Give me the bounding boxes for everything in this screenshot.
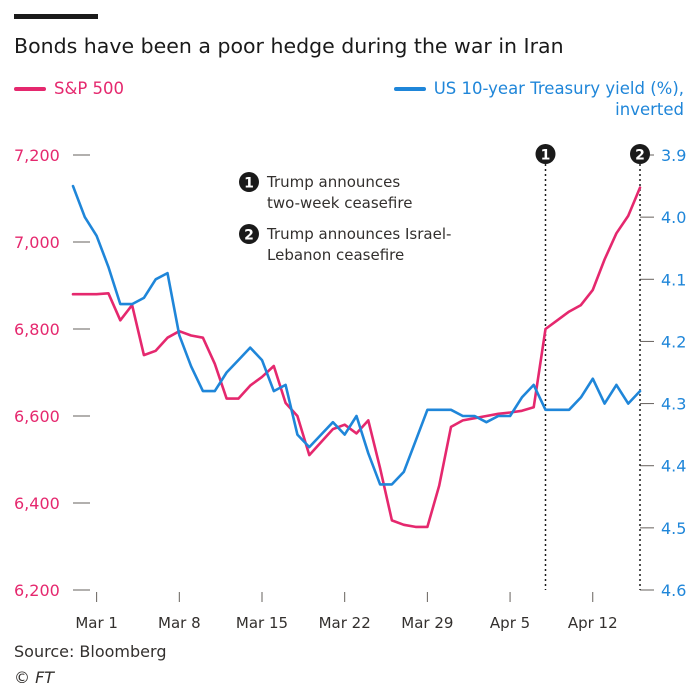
left-axis-tick-label: 6,200: [14, 581, 60, 600]
annotation-text-line1: Trump announces Israel-: [266, 225, 451, 243]
left-axis-tick-label: 7,200: [14, 146, 60, 165]
x-axis-tick-label: Mar 15: [236, 614, 288, 632]
right-axis-tick-label: 4.6: [661, 581, 686, 600]
event-marker-circle: [535, 144, 556, 164]
right-axis-tick-label: 4.4: [661, 457, 686, 476]
x-axis-tick-label: Mar 29: [401, 614, 453, 632]
x-axis-tick-label: Apr 5: [490, 614, 530, 632]
event-marker-number: 2: [635, 148, 645, 164]
annotation-text-line2: Lebanon ceasefire: [267, 246, 404, 264]
left-axis-tick-label: 6,400: [14, 494, 60, 513]
left-axis-tick-label: 6,600: [14, 407, 60, 426]
right-axis-tick-label: 4.3: [661, 395, 686, 414]
annotation-text-line1: Trump announces: [266, 173, 400, 191]
left-axis-tick-label: 6,800: [14, 320, 60, 339]
x-axis-tick-label: Mar 1: [75, 614, 118, 632]
x-axis-tick-label: Mar 22: [319, 614, 371, 632]
legend-swatch-sp500: [14, 86, 46, 91]
source-text: Source: Bloomberg: [14, 642, 167, 661]
series-line-sp500: [71, 186, 642, 529]
right-axis-tick-label: 4.1: [661, 270, 686, 289]
event-marker-circle: [630, 144, 650, 164]
legend-label-yield-line1: US 10-year Treasury yield (%),: [433, 79, 684, 98]
left-axis-tick-label: 7,000: [14, 233, 60, 252]
legend-label-yield: US 10-year Treasury yield (%), inverted: [434, 78, 684, 120]
annotation-key-circle: [239, 172, 259, 192]
right-axis-tick-label: 4.0: [661, 208, 686, 227]
x-axis-tick-label: Mar 8: [158, 614, 201, 632]
annotation-key-number: 2: [244, 228, 254, 244]
legend-yield: US 10-year Treasury yield (%), inverted: [393, 78, 684, 120]
event-marker-number: 1: [541, 148, 551, 164]
credit-text: © FT: [14, 668, 55, 687]
right-axis-tick-label: 4.2: [661, 332, 686, 351]
annotation-key-circle: [239, 224, 259, 244]
legend-label-sp500: S&P 500: [54, 79, 125, 98]
series-line-yield: [71, 184, 642, 486]
legend-swatch-yield: [393, 87, 426, 91]
x-axis-tick-label: Apr 12: [568, 614, 618, 632]
right-axis-tick-label: 4.5: [661, 519, 686, 538]
legend-sp500: S&P 500: [14, 79, 124, 98]
legend-label-yield-line2: inverted: [615, 100, 684, 119]
chart-title: Bonds have been a poor hedge during the …: [14, 34, 564, 58]
annotation-key-number: 1: [244, 176, 254, 192]
right-axis-tick-label: 3.9: [661, 146, 686, 165]
ft-top-rule: [14, 14, 98, 19]
annotation-text-line2: two-week ceasefire: [267, 194, 412, 212]
